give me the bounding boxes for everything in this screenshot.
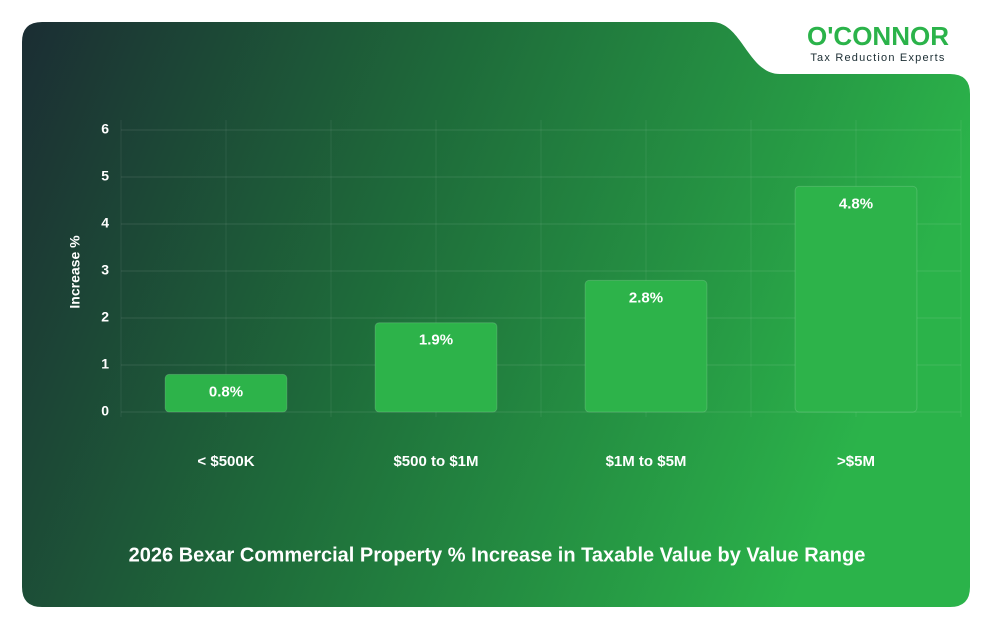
logo-name: O'CONNOR (807, 21, 949, 51)
y-tick-label: 5 (101, 168, 109, 184)
y-axis-label: Increase % (67, 235, 83, 309)
bar (164, 373, 288, 413)
y-tick-label: 4 (101, 215, 109, 231)
x-tick-label: >$5M (837, 453, 875, 470)
value-label: 4.8% (839, 195, 873, 212)
x-tick-label: < $500K (197, 453, 254, 470)
x-tick-label: $500 to $1M (393, 453, 478, 470)
x-tick-label: $1M to $5M (606, 453, 687, 470)
value-label: 1.9% (419, 332, 453, 349)
bar (374, 322, 498, 413)
y-tick-label: 2 (101, 309, 109, 325)
logo-tagline: Tax Reduction Experts (810, 52, 945, 64)
bar (584, 279, 708, 413)
value-label: 2.8% (629, 289, 663, 306)
y-tick-label: 1 (101, 356, 109, 372)
value-label: 0.8% (209, 383, 243, 400)
y-tick-label: 3 (101, 262, 109, 278)
bar (794, 185, 918, 413)
y-tick-label: 6 (101, 121, 109, 137)
card-background (22, 22, 970, 607)
y-tick-label: 0 (101, 403, 109, 419)
chart-title: 2026 Bexar Commercial Property % Increas… (129, 544, 866, 566)
